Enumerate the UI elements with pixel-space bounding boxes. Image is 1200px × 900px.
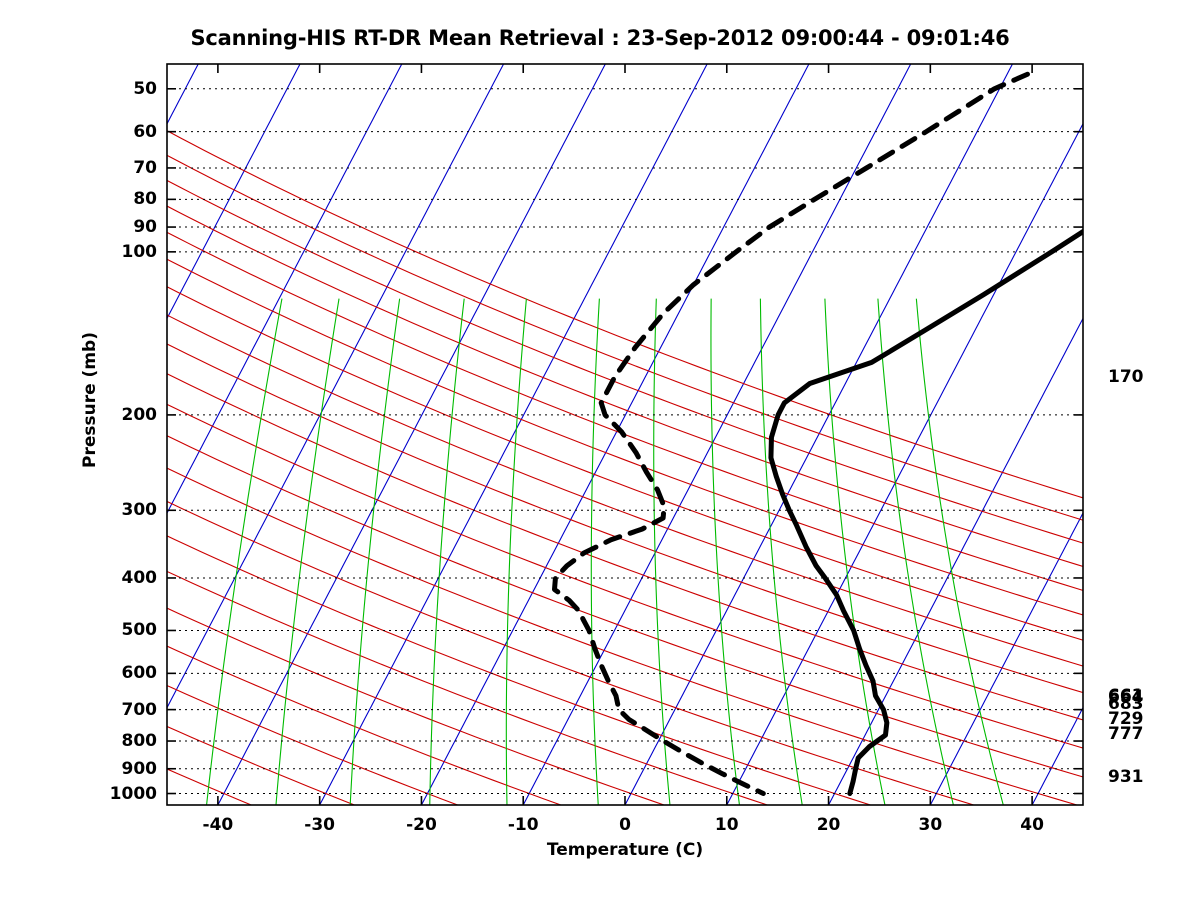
x-tick-label: -40 bbox=[202, 815, 234, 835]
axis-ticks bbox=[167, 64, 1083, 805]
y-tick-label: 500 bbox=[121, 620, 158, 641]
y-tick-label: 400 bbox=[121, 567, 158, 588]
x-tick-label: -10 bbox=[507, 815, 539, 835]
y-tick-label: 80 bbox=[133, 189, 157, 210]
right-annotation-label: 664 bbox=[1108, 687, 1144, 708]
background-isopleths bbox=[167, 64, 1083, 805]
y-tick-label: 600 bbox=[121, 663, 158, 684]
x-axis-title: Temperature (C) bbox=[546, 840, 704, 860]
x-tick-label: 10 bbox=[714, 815, 739, 835]
x-tick-label: 20 bbox=[816, 815, 841, 835]
pressure-gridlines bbox=[167, 88, 1083, 795]
y-tick-label: 1000 bbox=[109, 783, 157, 804]
y-tick-label: 300 bbox=[121, 500, 158, 521]
y-tick-label: 90 bbox=[133, 217, 157, 238]
x-tick-label: 40 bbox=[1020, 815, 1044, 835]
y-tick-label: 800 bbox=[121, 731, 158, 752]
right-annotation-label: 683 bbox=[1108, 693, 1144, 714]
page-title: Scanning-HIS RT-DR Mean Retrieval : 23-S… bbox=[190, 26, 1010, 50]
x-tick-label: 0 bbox=[619, 815, 631, 835]
right-annotation-label: 661 bbox=[1108, 686, 1144, 707]
y-tick-label: 900 bbox=[121, 758, 158, 779]
right-annotation-label: 729 bbox=[1108, 709, 1144, 730]
y-tick-label: 70 bbox=[133, 157, 157, 178]
y-tick-label: 200 bbox=[121, 404, 158, 425]
right-annotation-label: 931 bbox=[1108, 766, 1144, 787]
y-axis-title: Pressure (mb) bbox=[80, 332, 100, 468]
y-tick-label: 50 bbox=[133, 78, 157, 99]
right-annotation-label: 170 bbox=[1108, 366, 1144, 387]
x-tick-label: -20 bbox=[406, 815, 437, 835]
x-tick-label: 30 bbox=[918, 815, 943, 835]
profile-curves bbox=[552, 71, 1083, 797]
x-tick-label: -30 bbox=[304, 815, 336, 835]
y-tick-label: 700 bbox=[121, 699, 158, 720]
y-tick-label: 60 bbox=[133, 121, 157, 142]
y-tick-label: 100 bbox=[121, 241, 158, 262]
right-annotation-label: 777 bbox=[1108, 724, 1144, 745]
